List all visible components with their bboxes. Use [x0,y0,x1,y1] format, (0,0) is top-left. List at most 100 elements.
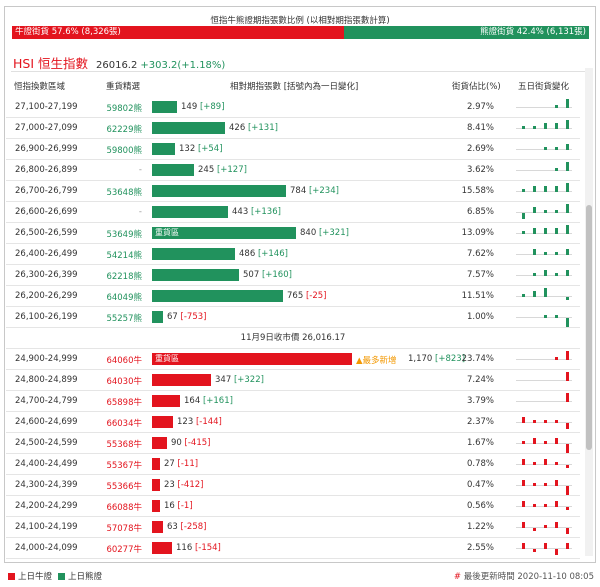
code-cell[interactable]: 59802熊 [106,104,142,114]
sparkline-bar [533,186,536,192]
code-cell[interactable]: 54214熊 [106,251,142,261]
code-cell[interactable]: 64049熊 [106,293,142,303]
contracts-value: 27 [-11] [164,458,198,470]
table-row[interactable]: 26,200-26,299 64049熊 765 [-25] 11.51% [6,286,580,307]
sparkline-bar [544,228,547,234]
range-cell: 24,400-24,499 [15,459,78,469]
sparkline-bar [555,315,558,318]
code-cell[interactable]: 55257熊 [106,314,142,324]
sparkline-bar [555,186,558,192]
contracts-value: 16 [-1] [164,500,193,512]
code-cell[interactable]: 60277牛 [106,545,142,555]
scrollbar-thumb[interactable] [586,205,592,450]
sparkline-baseline [516,107,572,108]
pct-cell: 1.00% [466,312,494,322]
table-row[interactable]: 24,700-24,799 65898牛 164 [+161] 3.79% [6,391,580,412]
table-row[interactable]: 24,900-24,999 64060牛 重貨區 ▲最多新增 1,170 [+823] 2… [6,349,580,370]
five-day-sparkline [516,182,572,201]
table-row[interactable]: 26,600-26,699 - 443 [+136] 6.85% [6,202,580,223]
code-cell[interactable]: 55366牛 [106,482,142,492]
code-cell[interactable]: 55368牛 [106,440,142,450]
bull-ratio-segment: 牛證街貨 57.6% (8,326張) [12,26,345,39]
table-row[interactable]: 26,300-26,399 62218熊 507 [+160] 7.57% [6,265,580,286]
contracts-number: 784 [290,186,307,196]
contracts-value: 63 [-258] [167,521,206,533]
sparkline-bar [544,186,547,192]
contracts-bar [152,311,163,323]
pct-cell: 11.51% [461,291,494,301]
table-row[interactable]: 24,600-24,699 66034牛 123 [-144] 2.37% [6,412,580,433]
table-row[interactable]: 24,800-24,899 64030牛 347 [+322] 7.24% [6,370,580,391]
table-row[interactable]: 24,300-24,399 55366牛 23 [-412] 0.47% [6,475,580,496]
index-value: 26016.2 [96,60,138,71]
sparkline-bar [566,225,569,234]
code-cell[interactable]: 57078牛 [106,524,142,534]
five-day-sparkline [516,539,572,558]
contracts-value: 1,170 [+823] [408,353,465,365]
code-cell[interactable]: 64060牛 [106,356,142,366]
contracts-delta: [+160] [261,270,292,280]
code-cell[interactable]: 64030牛 [106,377,142,387]
contracts-number: 123 [177,417,194,427]
table-row[interactable]: 26,100-26,199 55257熊 67 [-753] 1.00% [6,307,580,328]
range-cell: 26,500-26,599 [15,228,78,238]
code-cell[interactable]: 65898牛 [106,398,142,408]
sparkline-bar [544,525,547,528]
contracts-number: 23 [164,480,175,490]
table-row[interactable]: 26,800-26,899 - 245 [+127] 3.62% [6,160,580,181]
header-range: 恒指換數區域 [14,82,66,92]
contracts-bar [152,122,225,134]
code-cell[interactable]: 66034牛 [106,419,142,429]
sparkline-bar [566,486,569,495]
contracts-bar [152,458,160,470]
sparkline-bar [566,318,569,327]
table-row[interactable]: 24,000-24,099 60277牛 116 [-154] 2.55% [6,538,580,559]
sparkline-bar [533,273,536,276]
code-cell[interactable]: 53649熊 [106,230,142,240]
code-cell[interactable]: 62229熊 [106,125,142,135]
table-row[interactable]: 24,500-24,599 55368牛 90 [-415] 1.67% [6,433,580,454]
sparkline-bar [522,501,525,507]
code-cell[interactable]: 62218熊 [106,272,142,282]
sparkline-bar [533,549,536,552]
code-cell[interactable]: 59800熊 [106,146,142,156]
range-cell: 26,300-26,399 [15,270,78,280]
table-row[interactable]: 26,500-26,599 53649熊 重貨區 840 [+321] 13.09% [6,223,580,244]
pct-cell: 15.58% [461,186,494,196]
table-row[interactable]: 27,000-27,099 62229熊 426 [+131] 8.41% [6,118,580,139]
sparkline-bar [544,210,547,213]
index-name[interactable]: HSI 恒生指數 [13,56,88,71]
pct-cell: 13.09% [461,228,494,238]
sparkline-bar [555,210,558,213]
table-row[interactable]: 24,100-24,199 57078牛 63 [-258] 1.22% [6,517,580,538]
code-cell: - [138,207,142,217]
five-day-sparkline [516,350,572,369]
contracts-bar [152,185,286,197]
code-cell[interactable]: 53648熊 [106,188,142,198]
legend-bear-swatch [58,572,66,580]
range-cell: 24,800-24,899 [15,375,78,385]
table-row[interactable]: 26,400-26,499 54214熊 486 [+146] 7.62% [6,244,580,265]
contracts-value: 426 [+131] [229,122,278,134]
sparkline-bar [555,147,558,150]
contracts-bar [152,164,194,176]
pct-cell: 7.57% [466,270,494,280]
table-header: 恒指換數區域 重貨精選 相對期指張數 [括號內為一日變化] 街貨佔比(%) 五日… [6,80,580,94]
range-cell: 24,100-24,199 [15,522,78,532]
sparkline-bar [544,483,547,486]
contracts-value: 149 [+89] [181,101,225,113]
code-cell[interactable]: 55367牛 [106,461,142,471]
table-row[interactable]: 24,400-24,499 55367牛 27 [-11] 0.78% [6,454,580,475]
contracts-delta: [+322] [233,375,264,385]
table-row[interactable]: 24,200-24,299 66088牛 16 [-1] 0.56% [6,496,580,517]
contracts-bar [152,416,173,428]
table-row[interactable]: 26,900-26,999 59800熊 132 [+54] 2.69% [6,139,580,160]
contracts-delta: [-258] [180,522,207,532]
table-row[interactable]: 27,100-27,199 59802熊 149 [+89] 2.97% [6,97,580,118]
contracts-bar [152,374,211,386]
sparkline-bar [533,207,536,213]
contracts-value: 347 [+322] [215,374,264,386]
code-cell[interactable]: 66088牛 [106,503,142,513]
header-contracts: 相對期指張數 [括號內為一日變化] [230,82,359,92]
table-row[interactable]: 26,700-26,799 53648熊 784 [+234] 15.58% [6,181,580,202]
